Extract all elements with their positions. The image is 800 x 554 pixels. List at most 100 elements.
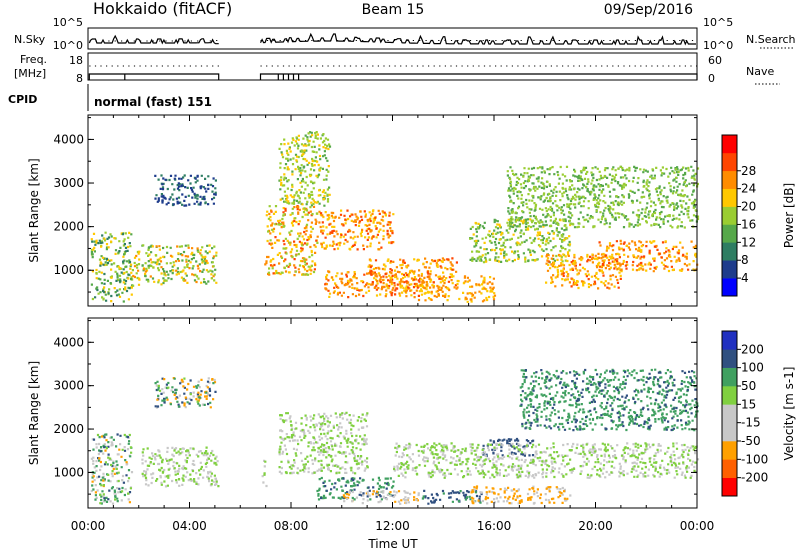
velocity-cells-7 [421,490,482,504]
power-colorbar-swatch [722,260,737,279]
nsearch-tick: 10^0 [703,39,733,52]
velocity-cells-5 [316,476,395,501]
power-cells-9 [369,257,458,289]
ytick-label: 4000 [53,132,84,146]
power-cells-11 [469,218,572,264]
power-cells-13 [595,239,699,273]
velocity-colorbar-tick-label: -100 [741,452,768,466]
velocity-colorbar-swatch [722,441,737,460]
power-cells-12 [545,253,623,290]
xtick-label: 08:00 [274,519,309,533]
velocity-colorbar-label: Velocity [m s-1] [782,367,796,461]
velocity-cells-11 [519,368,699,432]
xtick-label: 00:00 [680,519,715,533]
power-cells-12 [545,252,621,290]
velocity-cells-4 [278,411,369,475]
power-colorbar-frame [721,134,738,297]
velocity-cells-2 [156,377,217,409]
date-label: 09/Sep/2016 [604,2,693,18]
beam-label: Beam 15 [362,2,425,18]
velocity-colorbar-tick-label: 100 [741,361,764,375]
power-cells-3 [155,174,217,207]
power-cells-6 [278,131,331,205]
velocity-cells-2 [154,377,215,408]
velocity-colorbar-tick-label: 15 [741,397,756,411]
power-colorbar-swatch [722,188,737,207]
freq-tick: 18 [69,54,83,67]
velocity-colorbar-swatch [722,404,737,423]
panel-frame [87,27,698,50]
velocity-colorbar-swatch [722,367,737,387]
nave-tick: 0 [708,72,715,85]
xtick-label: 20:00 [578,519,613,533]
nsky-label: N.Sky [14,33,46,46]
power-cells-1 [132,254,140,279]
nave-tick: 60 [708,54,722,67]
velocity-cells-4 [278,412,369,475]
velocity-cells-0 [90,433,134,505]
power-colorbar-swatch [722,135,737,154]
power-colorbar-tick-label: 16 [741,217,756,231]
xtick-label: 12:00 [375,519,410,533]
power-colorbar-tick-label: 28 [741,164,756,178]
figure-title: Hokkaido (fitACF) [93,0,232,18]
power-cells-14 [506,165,700,229]
power-cells-6 [279,133,331,206]
velocity-cells-10 [470,485,572,505]
power-colorbar-tick-label: 8 [741,253,749,267]
power-cells-1 [133,250,141,286]
freq-unit: [MHz] [14,67,46,80]
velocity-colorbar-swatch [722,477,737,497]
ytick-label: 4000 [53,335,84,349]
power-cells-0 [90,231,134,301]
velocity-colorbar-swatch [722,331,737,350]
power-cells-11 [469,218,571,264]
power-colorbar-tick-label: 4 [741,271,749,285]
velocity-ylabel: Slant Range [km] [27,361,41,465]
power-scatter [90,131,700,303]
power-cells-7 [319,209,395,251]
power-cells-13 [598,240,690,271]
ytick-label: 1000 [53,263,84,277]
power-cells-4 [264,260,268,266]
nave-label: Nave [746,65,774,78]
power-colorbar-tick-label: 12 [741,235,756,249]
velocity-cells-1 [141,446,220,488]
velocity-cells-9 [393,442,698,479]
power-cells-3 [154,174,217,207]
velocity-cells-5 [320,477,394,500]
power-colorbar-swatch [722,242,737,261]
xtick-label: 04:00 [172,519,207,533]
velocity-cells-1 [141,446,219,488]
power-colorbar-tick-label: 24 [741,182,756,196]
velocity-colorbar-swatch [722,459,737,478]
velocity-colorbar-swatch [722,422,737,442]
power-colorbar-tick-label: 20 [741,200,756,214]
ytick-label: 2000 [53,422,84,436]
nsky-trace [88,32,696,46]
power-cells-8 [324,270,418,299]
power-cells-10 [417,274,497,303]
velocity-colorbar-swatch [722,386,737,405]
velocity-cells-10 [470,485,569,505]
power-cells-2 [142,244,218,286]
nsky-tick: 10^0 [53,39,83,52]
velocity-cells-11 [520,368,698,432]
freq-label: Freq. [20,53,47,66]
power-colorbar-label: Power [dB] [782,183,796,248]
power-colorbar-swatch [722,278,737,297]
freq-tick: 8 [76,72,83,85]
velocity-cells-3 [263,460,267,476]
velocity-colorbar-tick-label: -50 [741,434,761,448]
velocity-colorbar-tick-label: 50 [741,379,756,393]
power-colorbar-swatch [722,224,737,243]
ytick-label: 3000 [53,379,84,393]
power-cells-9 [367,257,458,290]
power-colorbar-swatch [722,206,737,225]
xtick-label: 16:00 [477,519,512,533]
velocity-scatter [90,368,700,505]
xtick-label: 00:00 [71,519,106,533]
velocity-cells-0 [92,433,132,501]
nsearch-label: N.Search [746,33,796,46]
